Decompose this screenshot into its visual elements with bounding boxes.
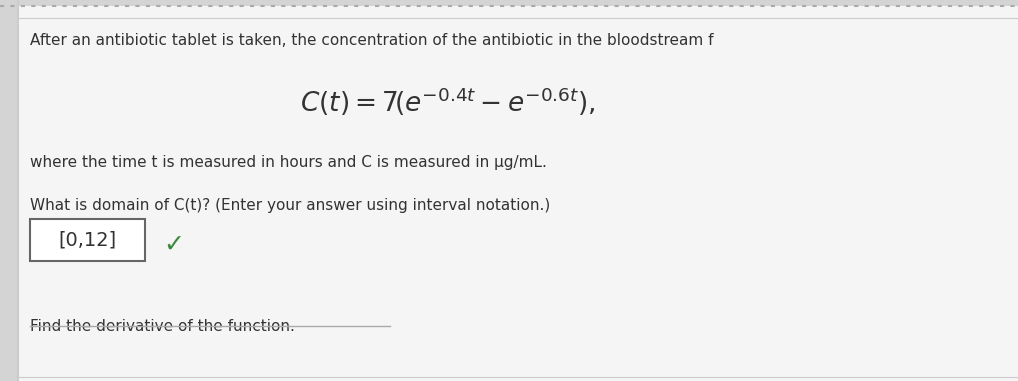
Text: Find the derivative of the function.: Find the derivative of the function.: [30, 319, 295, 334]
Text: ✓: ✓: [163, 233, 184, 257]
FancyBboxPatch shape: [30, 219, 145, 261]
Text: [0,12]: [0,12]: [58, 231, 117, 250]
Text: $C(t) = 7\!\left(e^{-0.4t} - e^{-0.6t}\right),$: $C(t) = 7\!\left(e^{-0.4t} - e^{-0.6t}\r…: [300, 86, 596, 118]
Text: After an antibiotic tablet is taken, the concentration of the antibiotic in the : After an antibiotic tablet is taken, the…: [30, 33, 714, 48]
Text: What is domain of C(t)? (Enter your answer using interval notation.): What is domain of C(t)? (Enter your answ…: [30, 198, 551, 213]
Text: where the time t is measured in hours and C is measured in μg/mL.: where the time t is measured in hours an…: [30, 155, 547, 170]
